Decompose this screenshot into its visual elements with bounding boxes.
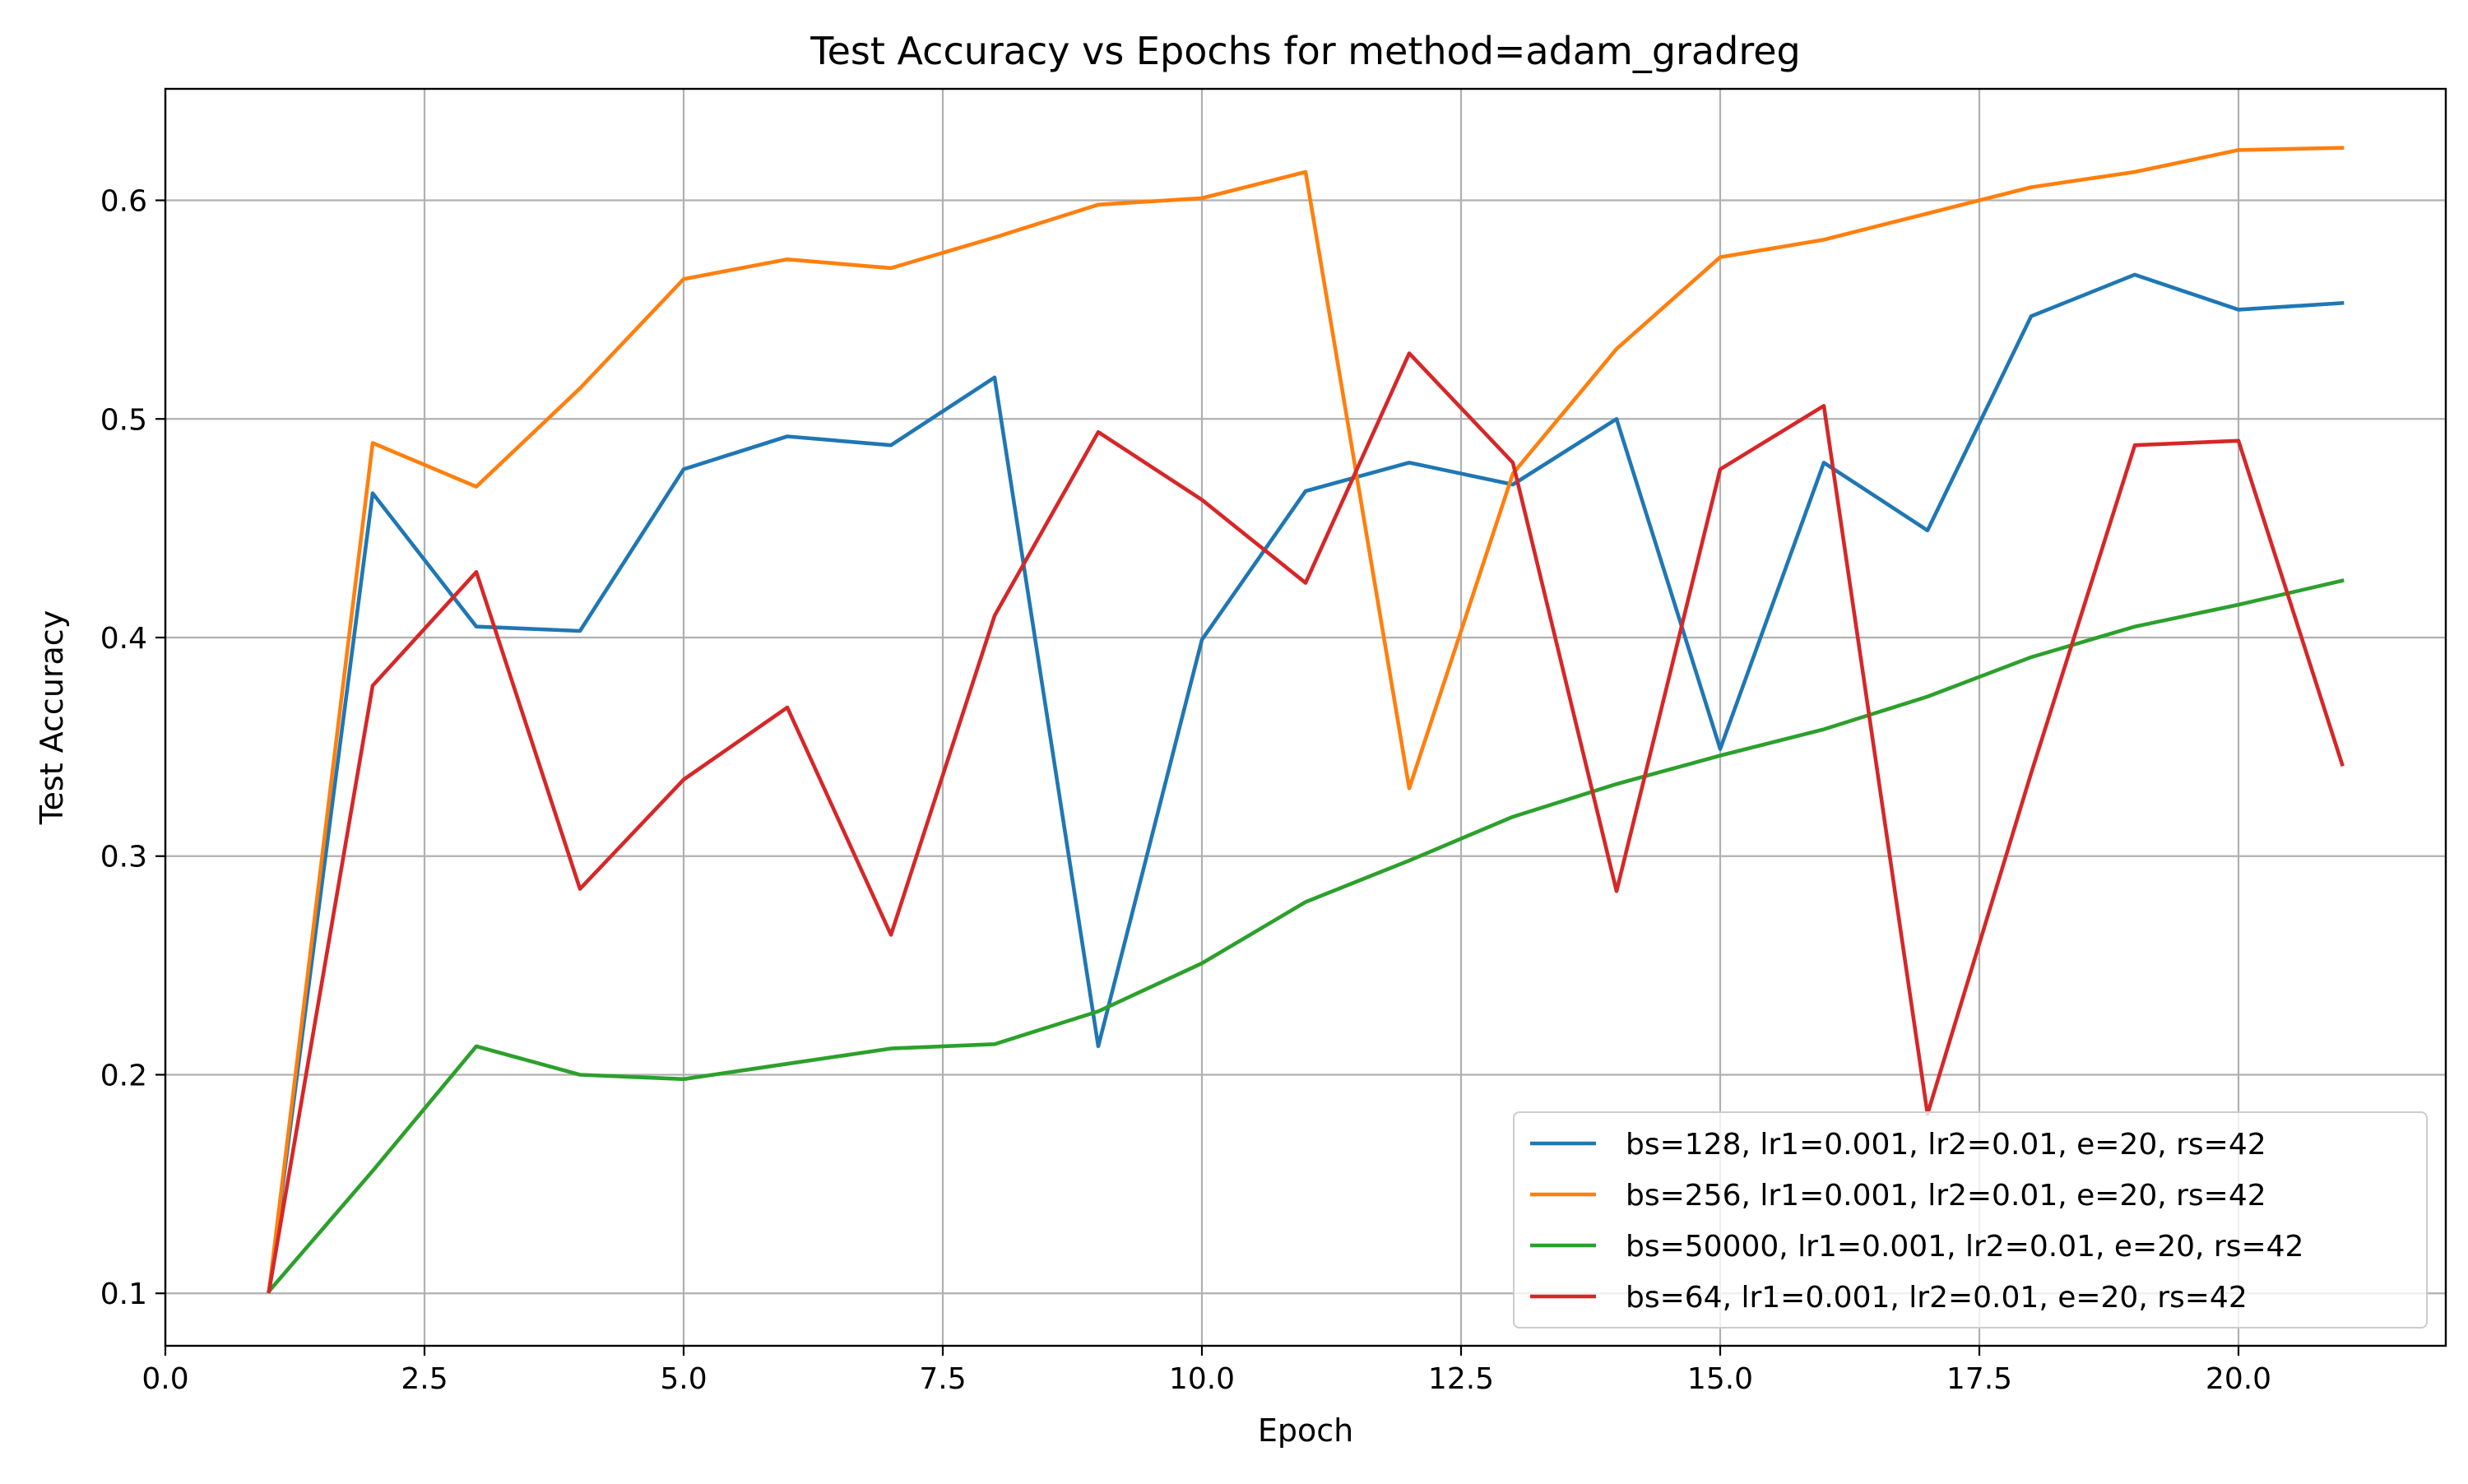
y-tick-label: 0.2 (100, 1059, 147, 1092)
y-tick-label: 0.6 (100, 185, 147, 219)
x-tick-label: 20.0 (2206, 1362, 2271, 1396)
y-tick-label: 0.3 (100, 841, 147, 874)
legend-label: bs=64, lr1=0.001, lr2=0.01, e=20, rs=42 (1626, 1281, 2248, 1315)
legend-label: bs=128, lr1=0.001, lr2=0.01, e=20, rs=42 (1626, 1128, 2266, 1162)
x-axis-label: Epoch (1258, 1412, 1353, 1449)
y-axis-label: Test Accuracy (34, 610, 70, 825)
x-tick-label: 15.0 (1687, 1362, 1753, 1396)
y-tick-label: 0.4 (100, 622, 147, 656)
legend-label: bs=50000, lr1=0.001, lr2=0.01, e=20, rs=… (1626, 1230, 2303, 1264)
x-tick-label: 12.5 (1428, 1362, 1494, 1396)
x-tick-label: 2.5 (401, 1362, 448, 1396)
x-tick-label: 17.5 (1946, 1362, 2012, 1396)
x-tick-label: 10.0 (1169, 1362, 1235, 1396)
chart-title: Test Accuracy vs Epochs for method=adam_… (810, 29, 1800, 73)
y-tick-label: 0.5 (100, 403, 147, 437)
x-tick-label: 0.0 (141, 1362, 188, 1396)
x-tick-label: 5.0 (660, 1362, 707, 1396)
x-tick-label: 7.5 (919, 1362, 966, 1396)
legend-label: bs=256, lr1=0.001, lr2=0.01, e=20, rs=42 (1626, 1179, 2266, 1213)
y-tick-label: 0.1 (100, 1278, 147, 1311)
legend: bs=128, lr1=0.001, lr2=0.01, e=20, rs=42… (1514, 1112, 2427, 1328)
